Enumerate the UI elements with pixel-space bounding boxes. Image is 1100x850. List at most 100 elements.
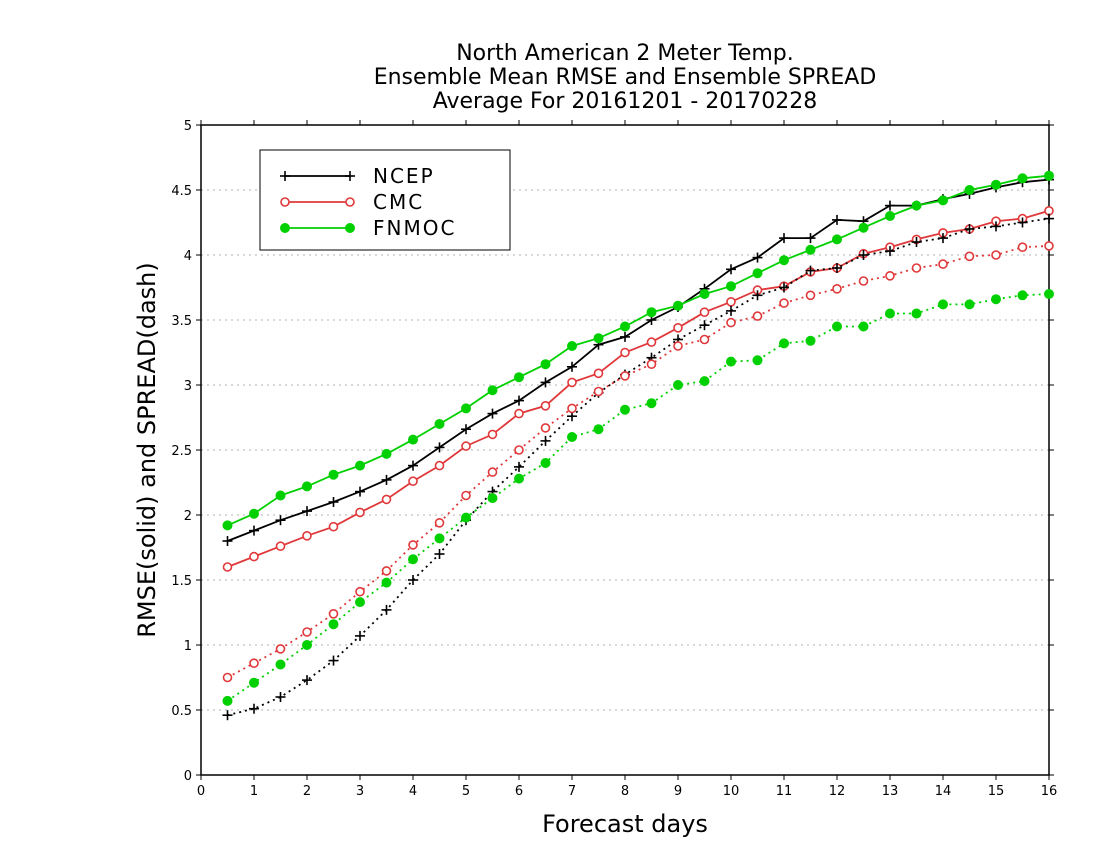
y-axis-label: RMSE(solid) and SPREAD(dash)	[133, 262, 161, 638]
data-point	[355, 597, 365, 608]
y-tick-label: 3.5	[171, 314, 192, 329]
data-point	[514, 445, 524, 455]
data-point	[699, 289, 710, 299]
data-point	[885, 246, 895, 257]
data-point	[752, 290, 763, 301]
data-point	[1044, 213, 1054, 224]
data-point	[752, 311, 763, 321]
data-point	[328, 521, 339, 532]
data-point	[752, 268, 763, 279]
data-point	[514, 408, 524, 419]
data-point	[726, 296, 736, 307]
data-point	[249, 525, 259, 536]
data-point	[222, 520, 233, 531]
data-point	[381, 494, 392, 505]
data-point	[408, 554, 418, 565]
y-tick-label: 2.5	[171, 444, 192, 459]
data-point	[752, 252, 763, 263]
data-point	[408, 434, 418, 445]
data-point	[461, 441, 471, 451]
data-point	[302, 675, 312, 686]
y-tick-label: 1	[184, 639, 192, 654]
series-3	[222, 213, 1054, 721]
data-point	[858, 276, 869, 286]
data-point	[805, 290, 816, 301]
data-point	[514, 372, 524, 383]
data-point	[779, 233, 789, 244]
y-tick-label: 0	[184, 769, 192, 784]
data-point	[487, 493, 498, 504]
data-point	[222, 536, 233, 546]
y-tick-label: 1.5	[171, 574, 192, 589]
legend-label: FNMOC	[373, 216, 456, 240]
data-point	[885, 308, 895, 319]
data-point	[620, 371, 630, 381]
title-line-3: Average For 20161201 - 20170228	[433, 89, 818, 114]
data-point	[540, 359, 551, 370]
data-point	[752, 355, 763, 366]
data-point	[249, 677, 259, 688]
data-point	[461, 490, 471, 501]
data-point	[620, 331, 630, 342]
legend-box	[259, 149, 511, 251]
gridlines	[201, 189, 1049, 711]
data-point	[991, 250, 1001, 260]
data-point	[805, 265, 816, 276]
data-point	[302, 506, 312, 517]
data-point	[858, 250, 869, 260]
data-point	[302, 481, 312, 492]
data-point	[567, 403, 577, 414]
data-point	[805, 244, 816, 255]
data-point	[673, 380, 683, 390]
data-point	[328, 619, 339, 630]
legend-marker	[345, 197, 355, 207]
series-line	[226, 293, 1050, 702]
data-point	[408, 460, 418, 471]
y-tick-label: 4	[184, 249, 192, 264]
data-point	[673, 341, 683, 351]
data-point	[249, 703, 259, 714]
y-tick-label: 2	[184, 509, 192, 524]
x-tick-label: 13	[882, 784, 899, 799]
data-point	[779, 338, 789, 349]
data-point	[275, 490, 286, 501]
data-point	[832, 214, 842, 225]
data-point	[1017, 290, 1028, 301]
data-point	[222, 672, 233, 683]
data-point	[991, 179, 1001, 190]
data-point	[620, 321, 630, 332]
y-tick-label: 5	[184, 119, 192, 134]
data-point	[567, 377, 577, 388]
data-point	[408, 575, 418, 585]
data-point	[540, 400, 551, 411]
data-point	[593, 424, 604, 435]
data-point	[540, 458, 551, 468]
data-point	[858, 321, 869, 332]
series-4	[222, 241, 1054, 683]
y-tick-label: 0.5	[171, 704, 192, 719]
data-point	[646, 359, 657, 370]
series-line	[227, 245, 1050, 679]
y-tick-label: 3	[184, 379, 192, 394]
x-tick-label: 12	[829, 784, 846, 799]
data-point	[885, 200, 895, 211]
data-point	[222, 710, 233, 721]
legend-entry: NCEP	[280, 164, 433, 188]
data-point	[1044, 289, 1054, 299]
x-tick-label: 11	[776, 784, 793, 799]
data-point	[461, 424, 471, 435]
data-point	[302, 530, 312, 541]
data-point	[699, 320, 710, 331]
data-point	[222, 695, 233, 706]
data-point	[328, 608, 339, 619]
data-point	[275, 515, 286, 526]
x-tick-label: 15	[988, 784, 1005, 799]
series-2	[222, 170, 1054, 531]
data-point	[408, 540, 418, 550]
data-point	[567, 341, 577, 351]
data-point	[964, 224, 975, 234]
data-point	[991, 294, 1001, 305]
data-point	[487, 467, 498, 477]
data-point	[381, 577, 392, 588]
